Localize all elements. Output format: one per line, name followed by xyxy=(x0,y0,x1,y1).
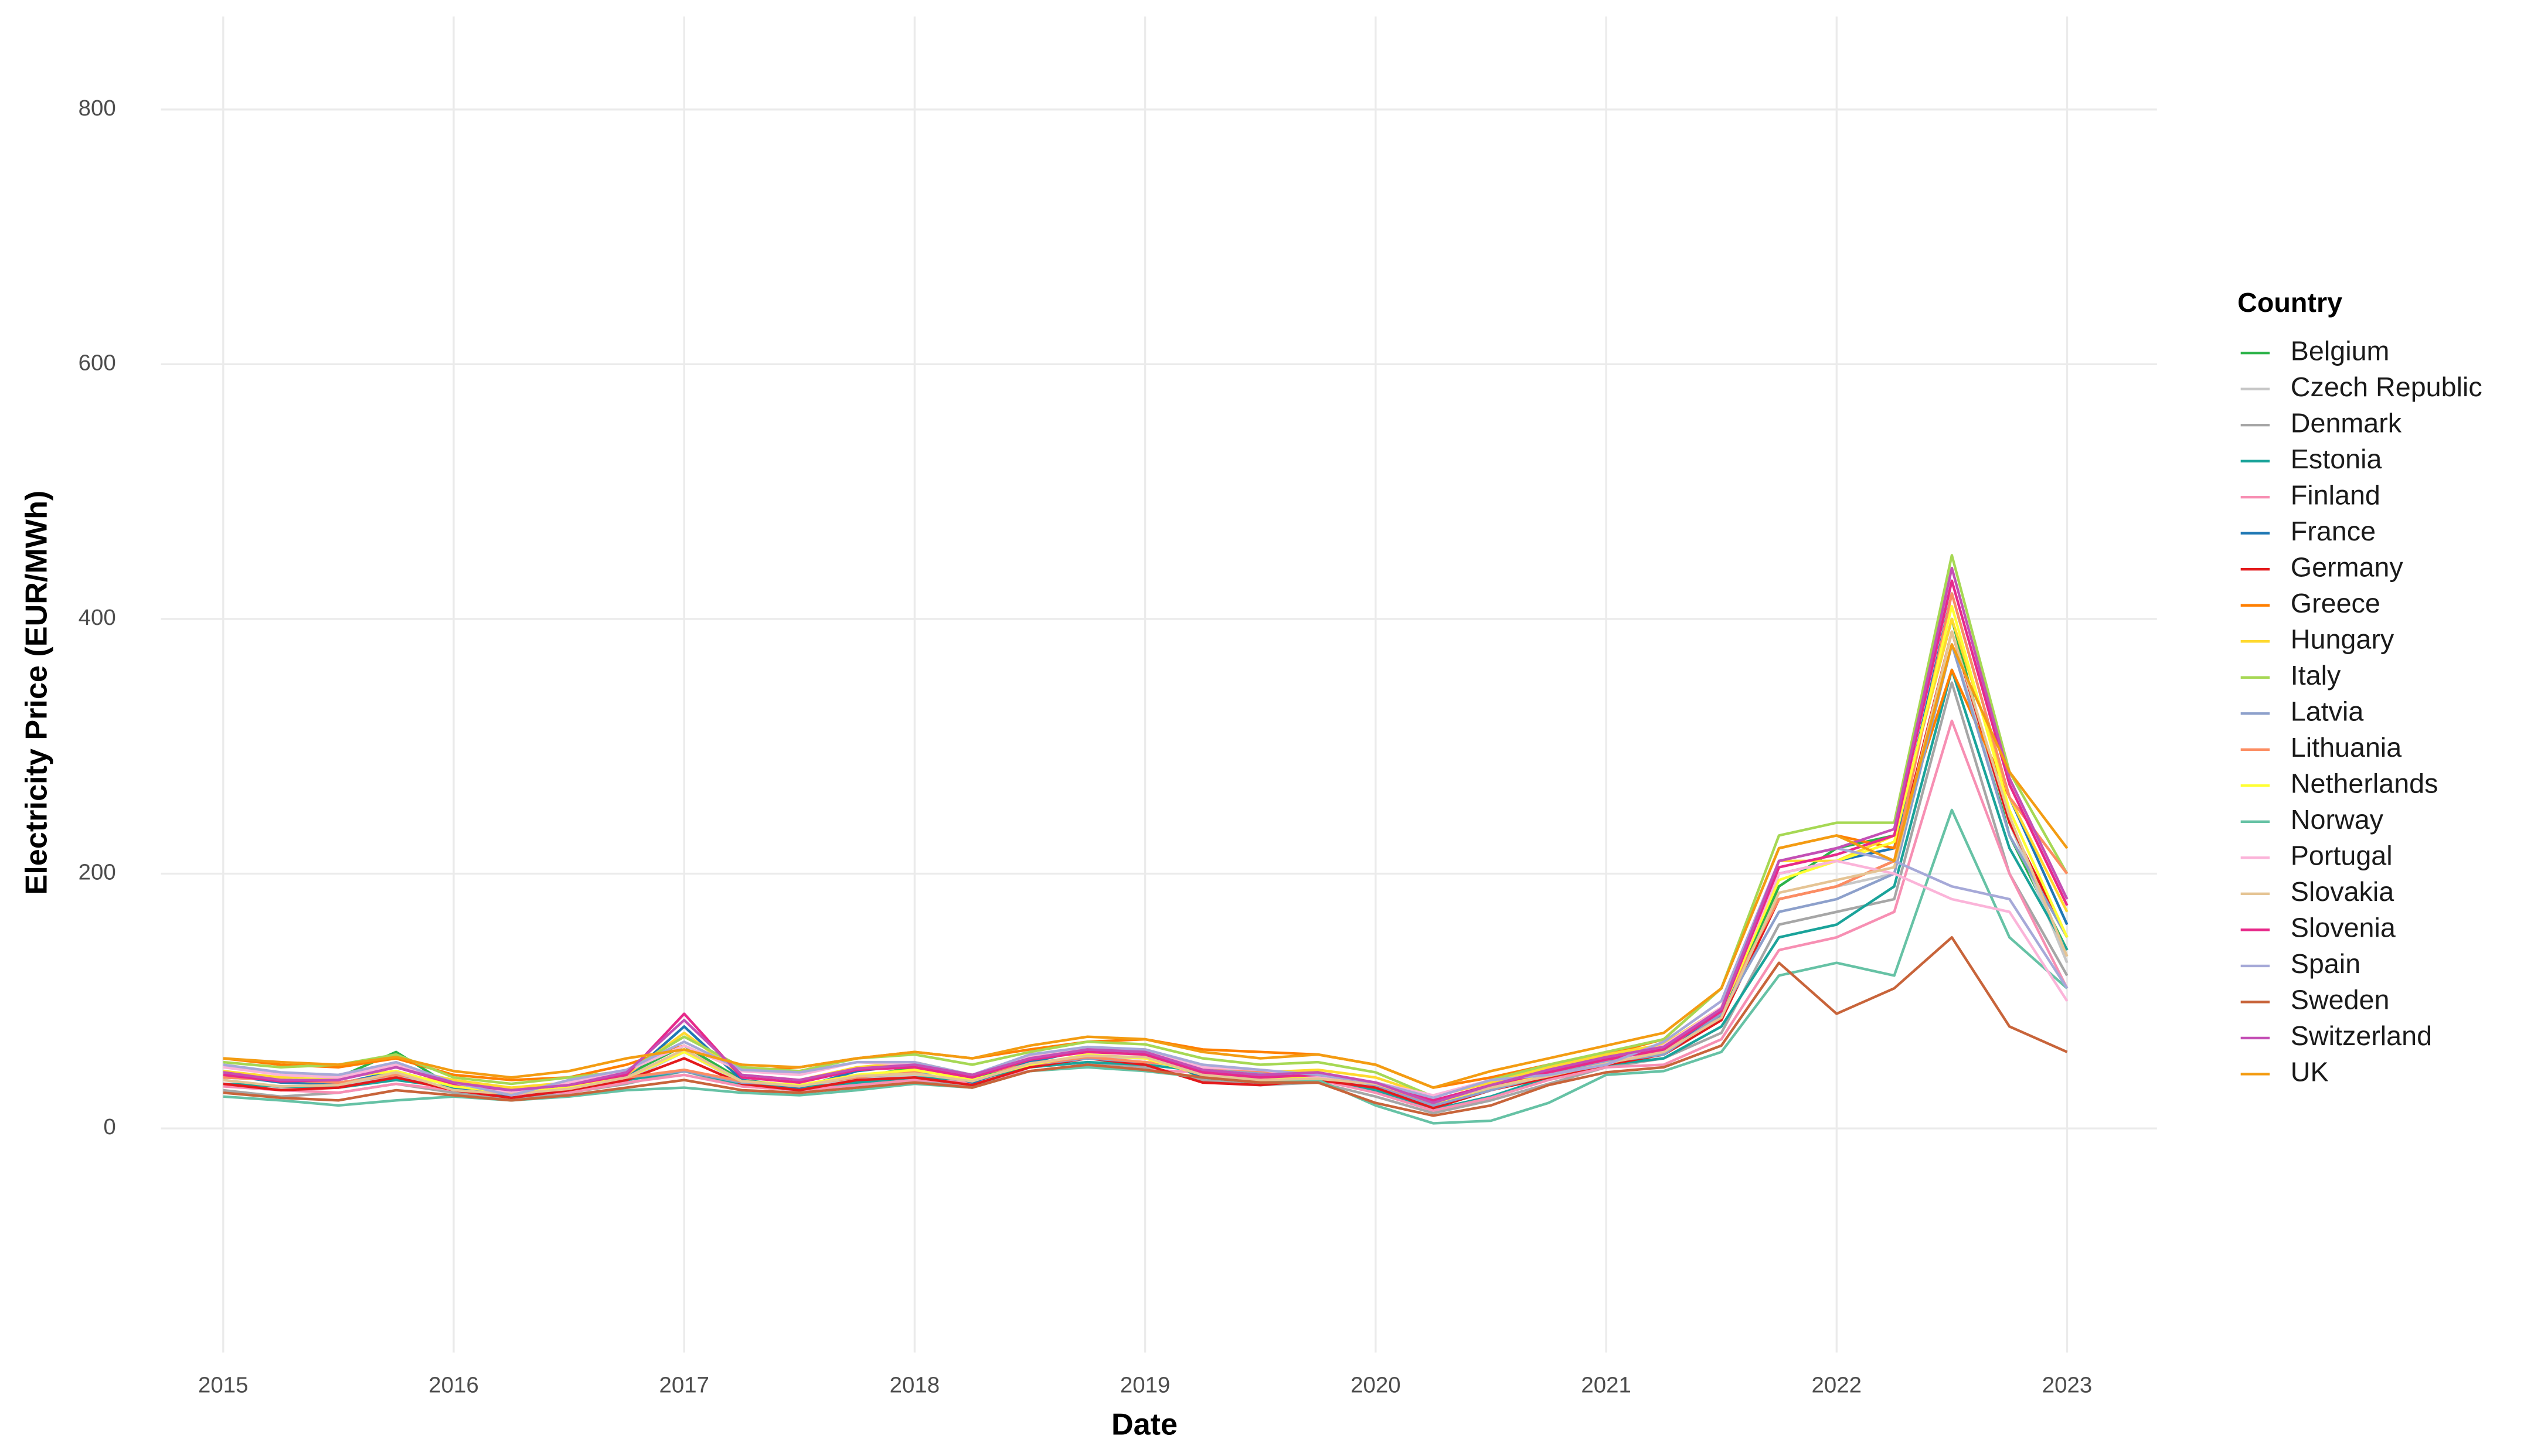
legend-label: Slovakia xyxy=(2291,876,2394,907)
series-line xyxy=(223,643,2069,1089)
legend-label: Portugal xyxy=(2291,841,2393,871)
y-axis-title: Electricity Price (EUR/MWh) xyxy=(20,491,54,895)
legend-label: Greece xyxy=(2291,588,2380,618)
y-tick-label: 400 xyxy=(79,605,116,630)
legend-label: Czech Republic xyxy=(2291,372,2482,402)
legend-label: Sweden xyxy=(2291,985,2390,1015)
legend-label: Finland xyxy=(2291,480,2380,511)
legend-label: Estonia xyxy=(2291,444,2382,474)
legend-label: Netherlands xyxy=(2291,768,2438,799)
legend-title: Country xyxy=(2237,287,2342,318)
x-tick-label: 2022 xyxy=(1812,1372,1862,1397)
series-line xyxy=(223,935,2068,1117)
series-line xyxy=(223,554,2069,1098)
legend-label: Hungary xyxy=(2291,624,2394,655)
legend-label: France xyxy=(2291,516,2376,546)
legend-label: Belgium xyxy=(2291,335,2390,366)
series-line xyxy=(223,566,2069,1104)
y-tick-label: 0 xyxy=(103,1114,115,1139)
legend-label: Latvia xyxy=(2291,696,2364,727)
series-line xyxy=(223,630,2069,1110)
x-tick-label: 2016 xyxy=(428,1372,479,1397)
grid xyxy=(161,16,2157,1353)
y-tick-label: 200 xyxy=(79,860,116,885)
x-tick-label: 2020 xyxy=(1351,1372,1401,1397)
legend-label: Denmark xyxy=(2291,407,2402,438)
legend-label: Slovenia xyxy=(2291,913,2396,943)
x-tick-label: 2015 xyxy=(198,1372,249,1397)
x-tick-label: 2023 xyxy=(2042,1372,2093,1397)
legend-label: UK xyxy=(2291,1057,2329,1087)
legend-label: Lithuania xyxy=(2291,732,2401,763)
x-tick-label: 2017 xyxy=(659,1372,709,1397)
legend-label: Spain xyxy=(2291,948,2360,979)
legend-label: Germany xyxy=(2291,552,2404,583)
y-tick-label: 600 xyxy=(79,351,116,376)
legend-label: Italy xyxy=(2291,660,2341,690)
x-tick-label: 2019 xyxy=(1120,1372,1171,1397)
legend-label: Switzerland xyxy=(2291,1020,2432,1051)
legend-label: Norway xyxy=(2291,804,2384,835)
series-line xyxy=(223,630,2069,1103)
x-tick-label: 2018 xyxy=(890,1372,940,1397)
x-tick-label: 2021 xyxy=(1581,1372,1631,1397)
y-tick-label: 800 xyxy=(79,96,116,121)
x-axis-title: Date xyxy=(1111,1408,1178,1442)
